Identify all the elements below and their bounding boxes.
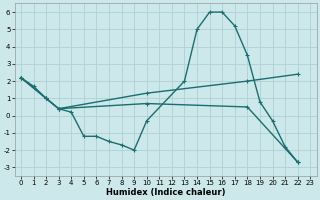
X-axis label: Humidex (Indice chaleur): Humidex (Indice chaleur) (106, 188, 225, 197)
